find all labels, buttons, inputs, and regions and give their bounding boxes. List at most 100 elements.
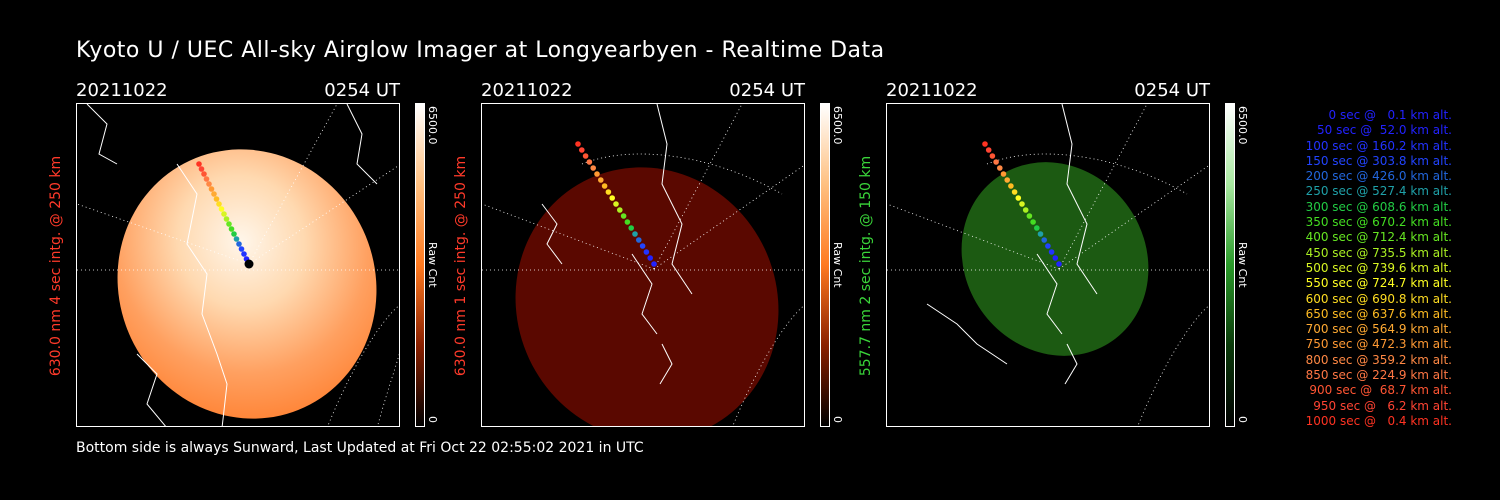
trajectory-dot <box>632 231 638 237</box>
trajectory-dot <box>203 176 210 182</box>
trajectory-dot <box>579 147 585 153</box>
panel-time: 0254 UT <box>1134 80 1210 101</box>
airglow-disk <box>117 149 377 419</box>
allsky-image-svg <box>887 104 1209 426</box>
trajectory-dot <box>231 231 237 237</box>
panel-time: 0254 UT <box>729 80 805 101</box>
trajectory-dot <box>1041 237 1047 243</box>
trajectory-dot <box>620 213 627 219</box>
colorbar <box>415 103 425 427</box>
trajectory-dot <box>213 196 220 202</box>
legend-row: 50 sec @ 52.0 km alt. <box>1317 123 1452 138</box>
trajectory-dot <box>1037 231 1044 237</box>
altitude-legend: 0 sec @ 0.1 km alt. 50 sec @ 52.0 km alt.… <box>1262 108 1452 429</box>
coastlines <box>926 104 1098 385</box>
allsky-image <box>886 103 1210 427</box>
legend-row: 900 sec @ 68.7 km alt. <box>1309 383 1452 398</box>
trajectory-dot <box>221 211 227 217</box>
trajectory-dot <box>997 165 1003 171</box>
colorbar-min: 0 <box>1236 416 1249 423</box>
trajectory-dots <box>982 141 1062 267</box>
trajectory-dot <box>590 165 596 171</box>
trajectory-dot <box>211 191 217 197</box>
airglow-panel-1: 20211022 0254 UT <box>48 80 439 430</box>
trajectory-dot <box>218 206 225 212</box>
airglow-panel-2: 20211022 0254 UT 630.0 nm 1 sec intg. @ … <box>453 80 844 430</box>
legend-row: 650 sec @ 637.6 km alt. <box>1305 306 1452 321</box>
trajectory-dot <box>624 219 631 225</box>
trajectory-dot <box>575 141 581 147</box>
trajectory-dot <box>241 251 247 257</box>
trajectory-dot <box>586 159 593 165</box>
colorbar-min: 0 <box>426 416 439 423</box>
panel-side-label: 630.0 nm 4 sec intg. @ 250 km <box>48 155 64 377</box>
trajectory-dot <box>1048 249 1055 255</box>
trajectory-dot <box>985 147 992 153</box>
trajectory-dots <box>575 141 657 267</box>
trajectory-dot <box>989 153 996 159</box>
trajectory-dot <box>1019 201 1025 207</box>
trajectory-dot <box>1015 195 1022 201</box>
colorbar <box>820 103 830 427</box>
trajectory-dot <box>582 153 589 159</box>
legend-row: 550 sec @ 724.7 km alt. <box>1305 276 1452 291</box>
legend-row: 950 sec @ 6.2 km alt. <box>1313 398 1452 413</box>
grid-lines <box>482 104 804 426</box>
allsky-image <box>76 103 400 427</box>
panel-date: 20211022 <box>481 80 573 101</box>
legend-row: 300 sec @ 608.6 km alt. <box>1305 199 1452 214</box>
grid-lines <box>887 104 1209 426</box>
trajectory-dot <box>1004 177 1010 183</box>
allsky-image <box>481 103 805 427</box>
trajectory-dot <box>233 236 240 242</box>
trajectory-dot <box>1034 225 1040 231</box>
allsky-image-svg <box>482 104 804 426</box>
trajectory-dot <box>216 201 222 207</box>
trajectory-dot <box>598 177 604 183</box>
panel-side-label: 630.0 nm 1 sec intg. @ 250 km <box>453 155 469 377</box>
trajectory-dot <box>206 181 212 187</box>
panel-time: 0254 UT <box>324 80 400 101</box>
trajectory-dot <box>636 237 642 243</box>
legend-row: 700 sec @ 564.9 km alt. <box>1305 322 1452 337</box>
legend-row: 150 sec @ 303.8 km alt. <box>1305 153 1452 168</box>
colorbar-label: Raw Cnt <box>831 242 844 288</box>
trajectory-dot <box>628 225 634 231</box>
legend-row: 250 sec @ 527.4 km alt. <box>1305 184 1452 199</box>
footer-status: Bottom side is always Sunward, Last Upda… <box>76 440 644 456</box>
trajectory-dots <box>196 161 254 269</box>
colorbar-label: Raw Cnt <box>426 242 439 288</box>
trajectory-dot <box>617 207 623 213</box>
legend-row: 200 sec @ 426.0 km alt. <box>1305 169 1452 184</box>
legend-row: 100 sec @ 160.2 km alt. <box>1305 138 1452 153</box>
trajectory-dot <box>1026 213 1033 219</box>
trajectory-dot <box>982 141 988 147</box>
legend-row: 850 sec @ 224.9 km alt. <box>1305 368 1452 383</box>
trajectory-dot <box>1008 183 1014 189</box>
panel-date: 20211022 <box>886 80 978 101</box>
panel-side-label: 557.7 nm 2 sec intg. @ 150 km <box>858 155 874 377</box>
grid-lines <box>77 104 399 426</box>
trajectory-origin-dot <box>244 259 254 269</box>
trajectory-dot <box>639 243 646 249</box>
colorbar-min: 0 <box>831 416 844 423</box>
trajectory-dot <box>605 189 612 195</box>
trajectory-dot <box>236 241 242 247</box>
colorbar-max: 6500.0 <box>426 106 439 145</box>
trajectory-dot <box>238 246 245 252</box>
legend-row: 600 sec @ 690.8 km alt. <box>1305 291 1452 306</box>
trajectory-dot <box>1056 261 1062 267</box>
trajectory-dot <box>1000 171 1007 177</box>
trajectory-dot <box>201 171 207 177</box>
colorbar-max: 6500.0 <box>831 106 844 145</box>
colorbar-label: Raw Cnt <box>1236 242 1249 288</box>
legend-row: 400 sec @ 712.4 km alt. <box>1305 230 1452 245</box>
legend-row: 0 sec @ 0.1 km alt. <box>1328 108 1453 122</box>
airglow-disk <box>515 167 779 426</box>
trajectory-dot <box>208 186 215 192</box>
trajectory-dot <box>613 201 619 207</box>
trajectory-dot <box>594 171 600 177</box>
airglow-panel-3: 20211022 0254 UT 557.7 nm 2 sec intg. @ … <box>858 80 1249 430</box>
trajectory-dot <box>228 226 235 232</box>
page-title: Kyoto U / UEC All-sky Airglow Imager at … <box>76 38 885 63</box>
